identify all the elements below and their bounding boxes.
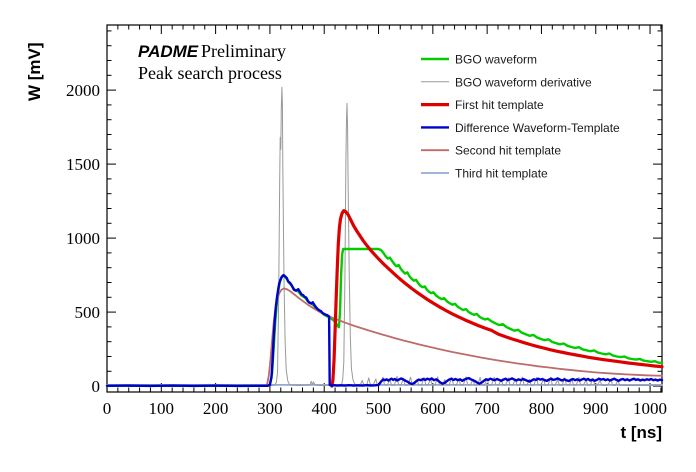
x-tick-label: 600 [420,399,446,418]
experiment-brand: PADME [138,42,199,61]
plot-subtitle: Peak search process [138,63,282,83]
x-tick-label: 1000 [633,399,667,418]
y-tick-label: 1500 [66,155,100,174]
x-tick-label: 500 [366,399,392,418]
y-tick-label: 500 [75,303,101,322]
x-tick-label: 100 [149,399,175,418]
series-difference-waveform-template [105,273,664,388]
legend-label: Difference Waveform-Template [455,121,620,135]
legend-label: BGO waveform [455,53,537,67]
x-tick-label: 900 [583,399,609,418]
legend-item: Second hit template [421,144,561,158]
x-tick-label: 0 [103,399,112,418]
preliminary-label: Preliminary [201,41,286,61]
y-tick-label: 1000 [66,229,100,248]
legend-label: Third hit template [455,167,548,181]
series-first-hit-template [330,209,664,388]
x-tick-label: 300 [257,399,283,418]
legend-item: First hit template [421,98,544,112]
y-tick-label: 2000 [66,81,100,100]
legend-item: Difference Waveform-Template [421,121,620,135]
x-tick-label: 700 [474,399,500,418]
x-tick-label: 400 [311,399,337,418]
x-tick-label: 800 [529,399,555,418]
y-tick-label: 0 [92,377,101,396]
series-second-hit-template [264,287,663,387]
legend-label: First hit template [455,98,544,112]
series-bgo-waveform [105,247,664,387]
legend-item: Third hit template [421,167,548,181]
y-axis-title: W [mV] [25,42,44,101]
legend-item: BGO waveform [421,53,537,67]
legend-item: BGO waveform derivative [421,75,592,89]
x-axis-title: t [ns] [620,423,662,442]
x-tick-label: 200 [203,399,229,418]
axis-tick-labels: 0 100 200 300 400 500 600 700 800 900 1000 0 500 1000… [66,81,667,418]
legend-label: BGO waveform derivative [455,75,592,89]
series-lines [105,86,664,388]
legend-label: Second hit template [455,144,561,158]
axis-ticks [106,25,662,392]
series-bgo-waveform-derivative [106,86,663,387]
legend: BGO waveform BGO waveform derivative First… [421,53,620,181]
